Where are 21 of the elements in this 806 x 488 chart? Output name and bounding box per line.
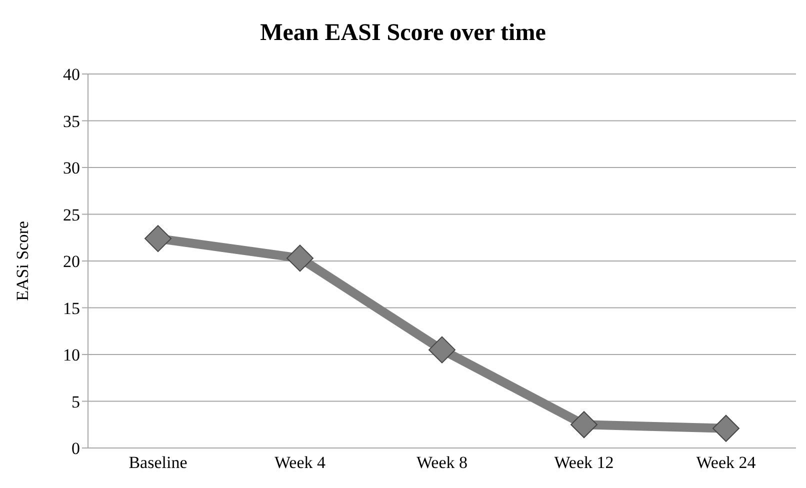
- x-tick-label: Week 4: [274, 453, 326, 472]
- y-tick-label: 0: [72, 439, 80, 458]
- y-tick-label: 35: [63, 112, 80, 131]
- point: [286, 244, 314, 272]
- y-tick-label: 10: [63, 346, 80, 365]
- point: [428, 336, 456, 364]
- chart-title: Mean EASI Score over time: [259, 19, 547, 48]
- y-tick-label: 25: [63, 205, 80, 224]
- x-tick-label: Week 24: [696, 453, 756, 472]
- y-tick-label: 5: [72, 392, 80, 412]
- y-axis-title: EASi Score: [13, 221, 32, 301]
- y-tick-label: 15: [63, 298, 80, 318]
- x-tick-label: Week 12: [554, 453, 614, 472]
- x-tick-label: Baseline: [128, 453, 188, 472]
- point: [570, 411, 598, 438]
- point: [712, 414, 740, 442]
- x-tick-label: Week 8: [416, 453, 468, 472]
- y-tick-label: 40: [63, 65, 80, 84]
- point: [144, 225, 172, 252]
- y-tick-label: 30: [63, 158, 80, 178]
- y-tick-label: 20: [63, 252, 80, 272]
